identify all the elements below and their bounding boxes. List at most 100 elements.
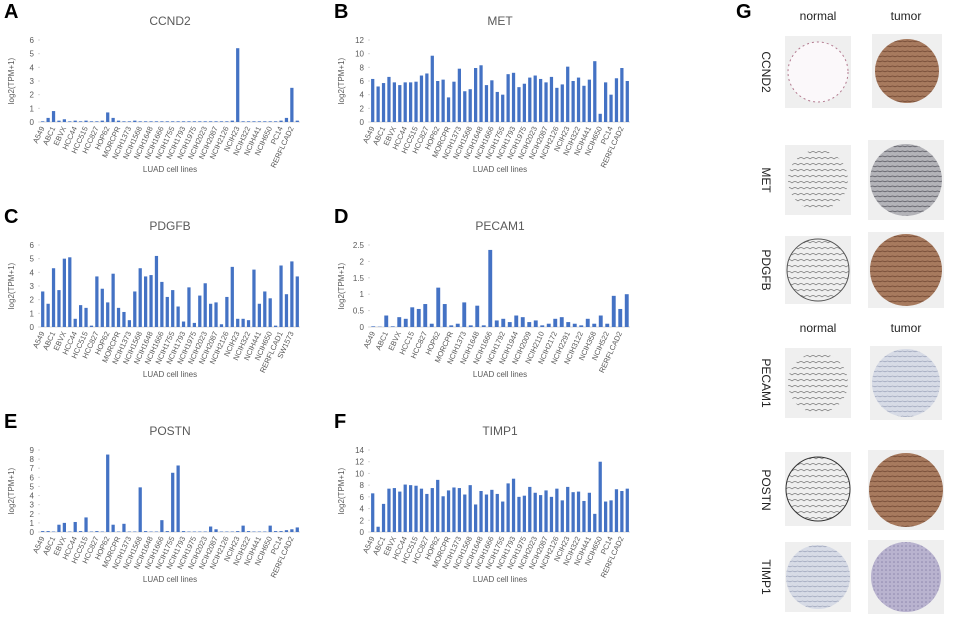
bar: [236, 319, 239, 327]
bar: [599, 316, 603, 327]
bar: [456, 324, 460, 327]
bar: [247, 121, 250, 122]
bar: [84, 308, 87, 327]
bar: [220, 324, 223, 327]
tissue: [869, 453, 943, 527]
bar: [592, 324, 596, 327]
bar: [204, 121, 207, 122]
panel-label: F: [334, 411, 346, 433]
bar: [47, 118, 50, 122]
bar: [442, 80, 445, 122]
bar: [553, 319, 557, 327]
tissue: [870, 144, 942, 216]
y-axis-title: log2(TPM+1): [337, 262, 346, 309]
bar: [220, 121, 223, 122]
bar: [258, 121, 261, 122]
bar: [452, 487, 455, 532]
y-tick-label: 12: [355, 458, 364, 467]
bar: [139, 268, 142, 327]
bar: [521, 317, 525, 327]
bar: [410, 307, 414, 327]
bar: [133, 121, 136, 122]
bar: [68, 121, 71, 122]
bar: [588, 80, 591, 122]
bar: [209, 527, 212, 532]
gene-label: POSTN: [759, 469, 773, 510]
bar: [74, 121, 77, 122]
x-axis-title: LUAD cell lines: [143, 575, 197, 584]
x-axis-title: LUAD cell lines: [143, 165, 197, 174]
bar: [285, 118, 288, 122]
bar: [79, 121, 82, 122]
bar: [420, 76, 423, 122]
bar: [236, 48, 239, 122]
bar: [544, 82, 547, 122]
bar: [79, 305, 82, 327]
bar: [414, 486, 417, 532]
bar: [84, 517, 87, 532]
bar: [252, 270, 255, 327]
bar: [582, 86, 585, 122]
bar: [95, 121, 98, 122]
y-tick-label: 1: [30, 519, 35, 528]
bar: [588, 493, 591, 532]
tissue: [872, 349, 940, 417]
bar: [112, 274, 115, 327]
bar: [442, 496, 445, 532]
y-tick-label: 5: [30, 255, 35, 264]
bar: [204, 283, 207, 327]
bar: [247, 320, 250, 327]
bar: [225, 297, 228, 327]
bar: [285, 294, 288, 327]
bar: [52, 111, 55, 122]
bar: [182, 322, 185, 327]
bar: [279, 266, 282, 328]
y-tick-label: 10: [355, 50, 364, 59]
bar: [160, 282, 163, 327]
gene-label: TIMP1: [759, 559, 773, 595]
bar: [47, 304, 50, 327]
tissue: [786, 457, 850, 521]
y-tick-label: 6: [30, 473, 35, 482]
bar: [149, 121, 152, 122]
bar: [139, 487, 142, 532]
bar: [534, 493, 537, 532]
bar: [462, 302, 466, 327]
y-tick-label: 4: [30, 63, 35, 72]
bar: [274, 326, 277, 327]
bar: [371, 326, 375, 327]
bar: [544, 490, 547, 532]
bar: [296, 527, 299, 532]
bar: [225, 121, 228, 122]
y-tick-label: 14: [355, 446, 364, 455]
bar: [198, 296, 201, 327]
bar: [458, 69, 461, 122]
bar: [604, 82, 607, 122]
bar: [447, 490, 450, 532]
bar: [534, 320, 538, 327]
bar: [436, 480, 439, 532]
y-axis-title: log2(TPM+1): [7, 57, 16, 104]
bar: [577, 78, 580, 122]
y-tick-label: 3: [30, 501, 35, 510]
bar: [482, 325, 486, 327]
bar: [469, 89, 472, 122]
bar: [512, 73, 515, 122]
y-tick-label: 8: [360, 481, 365, 490]
bar: [605, 324, 609, 327]
bar: [155, 121, 158, 122]
column-header: tumor: [891, 321, 922, 335]
bar: [193, 323, 196, 327]
bar: [560, 317, 564, 327]
bar: [274, 531, 277, 532]
bar: [626, 489, 629, 532]
tissue: [788, 353, 848, 413]
bar: [599, 462, 602, 532]
bar: [425, 494, 428, 532]
bar: [609, 500, 612, 532]
y-tick-label: 0: [30, 118, 35, 127]
bar: [182, 121, 185, 122]
bar: [122, 524, 125, 532]
bar: [382, 504, 385, 532]
bar: [517, 87, 520, 122]
